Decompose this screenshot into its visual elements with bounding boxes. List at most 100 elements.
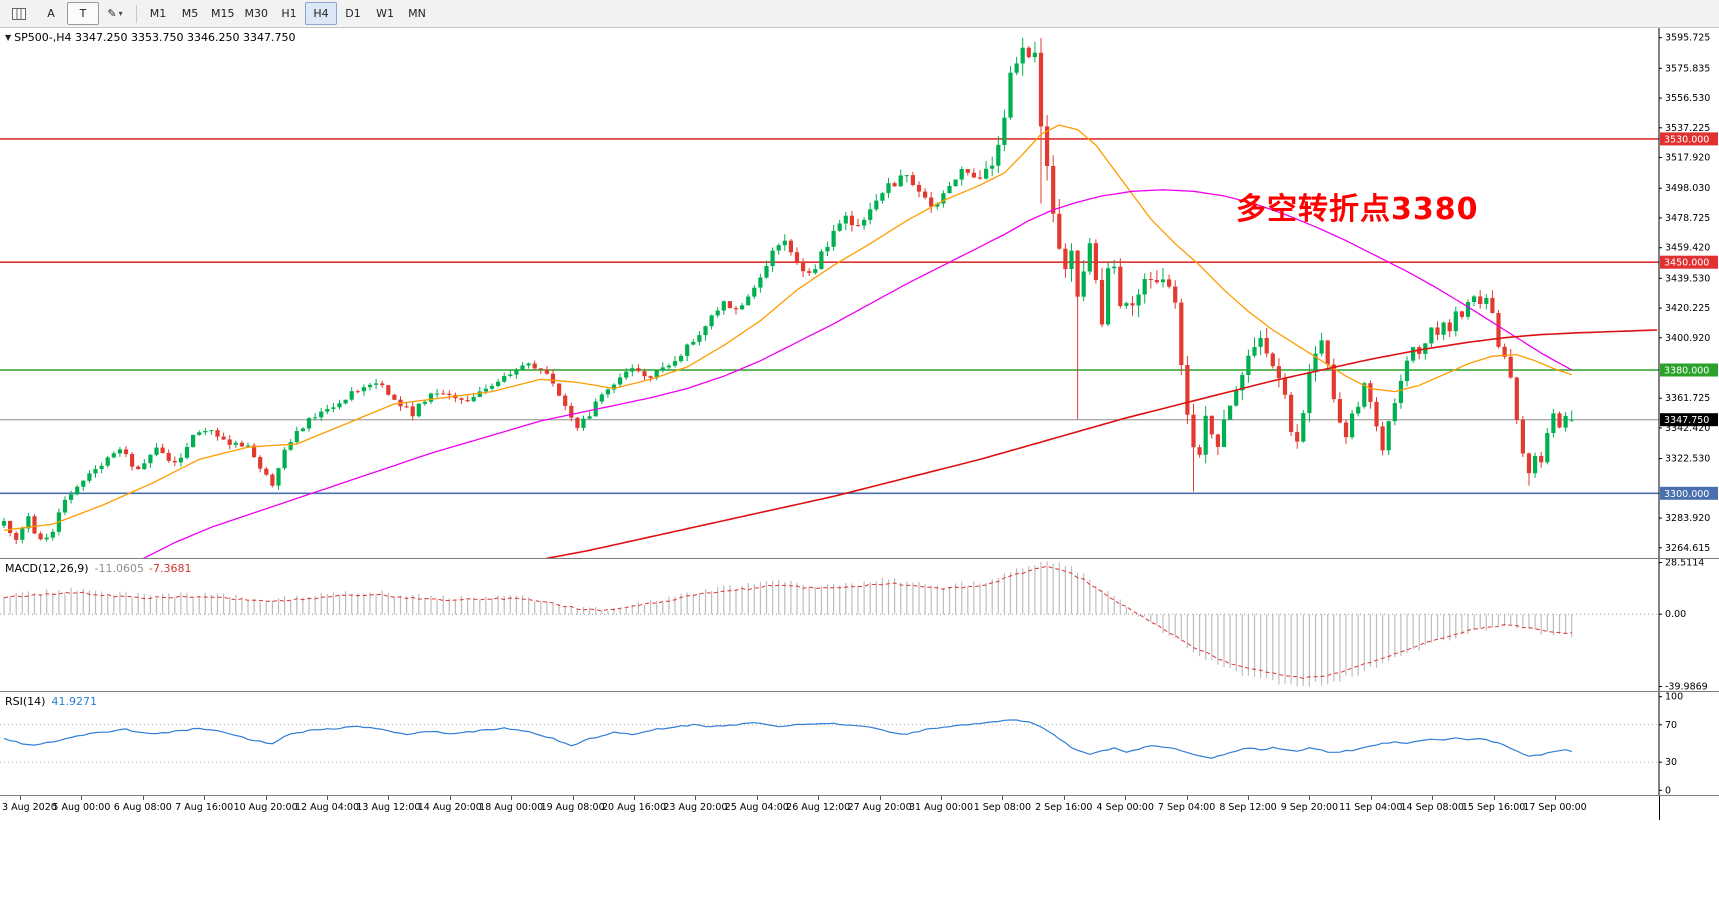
svg-text:3300.000: 3300.000 bbox=[1664, 489, 1709, 500]
time-axis-tick bbox=[327, 796, 328, 800]
time-axis-tick bbox=[1309, 796, 1311, 800]
svg-text:30: 30 bbox=[1665, 757, 1677, 768]
time-axis-tick bbox=[511, 796, 513, 800]
macd-panel[interactable]: 28.5114 0.00 -39.9869 MACD(12,26,9) -11.060… bbox=[0, 559, 1719, 692]
time-axis-tick bbox=[204, 796, 206, 800]
chart-annotation-text: 多空转折点3380 bbox=[1236, 192, 1479, 227]
svg-text:3478.725: 3478.725 bbox=[1665, 213, 1710, 224]
svg-text:0: 0 bbox=[1665, 785, 1671, 795]
time-axis-tick bbox=[20, 796, 21, 800]
time-axis-tick bbox=[81, 796, 83, 800]
time-axis-label: 19 Aug 08:00 bbox=[540, 802, 605, 813]
toolbar: A T ✎ ▾ M1 M5 M15 M30 H1 H4 D1 W1 MN bbox=[0, 0, 1719, 28]
time-axis-label: 13 Aug 12:00 bbox=[356, 802, 421, 813]
svg-text:3380.000: 3380.000 bbox=[1664, 366, 1709, 377]
macd-signal-value: -7.3681 bbox=[149, 562, 192, 575]
time-axis-label: 17 Sep 00:00 bbox=[1523, 802, 1587, 813]
rsi-label: RSI(14) 41.9271 bbox=[5, 695, 97, 708]
svg-text:3283.920: 3283.920 bbox=[1665, 513, 1710, 524]
time-axis-label: 26 Aug 12:00 bbox=[786, 802, 851, 813]
time-axis-label: 8 Sep 12:00 bbox=[1219, 802, 1277, 813]
time-axis-label: 20 Aug 16:00 bbox=[601, 802, 667, 813]
timeframe-button-H4[interactable]: H4 bbox=[305, 2, 337, 25]
timeframe-button-H1[interactable]: H1 bbox=[281, 7, 297, 20]
time-axis-label: 7 Aug 16:00 bbox=[175, 802, 234, 813]
arrow-mode-button[interactable]: A bbox=[47, 7, 55, 20]
svg-text:3439.530: 3439.530 bbox=[1665, 273, 1710, 284]
time-axis-tick bbox=[1493, 796, 1495, 800]
time-axis-label: 10 Aug 20:00 bbox=[233, 802, 298, 813]
time-axis-tick bbox=[388, 796, 390, 800]
draw-tool-button[interactable]: ✎ ▾ bbox=[99, 2, 131, 25]
toolbar-separator bbox=[136, 4, 137, 23]
text-tool-button[interactable]: T bbox=[67, 2, 99, 25]
time-axis-label: 3 Aug 2020 bbox=[2, 802, 57, 813]
svg-text:3517.920: 3517.920 bbox=[1665, 153, 1710, 164]
macd-canvas[interactable]: 28.5114 0.00 -39.9869 bbox=[0, 559, 1719, 691]
pencil-icon: ✎ bbox=[107, 7, 117, 20]
time-axis-tick bbox=[1002, 796, 1004, 800]
time-axis-tick bbox=[142, 796, 144, 800]
charts-grid-glyph bbox=[12, 7, 26, 20]
time-axis-tick bbox=[449, 796, 451, 800]
time-axis-label: 7 Sep 04:00 bbox=[1157, 802, 1216, 813]
macd-label: MACD(12,26,9) -11.0605 -7.3681 bbox=[5, 562, 191, 575]
time-axis-label: 11 Sep 04:00 bbox=[1339, 802, 1403, 813]
time-axis-label: 31 Aug 00:00 bbox=[908, 802, 974, 813]
rsi-canvas[interactable]: 100 70 30 0 bbox=[0, 692, 1719, 795]
charts-grid-icon[interactable] bbox=[3, 2, 35, 25]
svg-text:3537.225: 3537.225 bbox=[1665, 123, 1710, 134]
svg-text:100: 100 bbox=[1665, 692, 1683, 703]
time-axis-tick bbox=[572, 796, 574, 800]
chart-ohlc-values: 3347.250 3353.750 3346.250 3347.750 bbox=[75, 31, 296, 44]
timeframe-group: M1 M5 M15 M30 H1 H4 D1 W1 MN bbox=[142, 2, 433, 25]
time-axis-label: 9 Sep 20:00 bbox=[1280, 802, 1339, 813]
svg-text:3361.725: 3361.725 bbox=[1665, 393, 1710, 404]
time-axis-label: 2 Sep 16:00 bbox=[1035, 802, 1093, 813]
svg-text:3556.530: 3556.530 bbox=[1665, 93, 1710, 104]
timeframe-button-W1[interactable]: W1 bbox=[376, 7, 394, 20]
timeframe-button-M15[interactable]: M15 bbox=[211, 7, 235, 20]
rsi-indicator-name: RSI(14) bbox=[5, 695, 46, 708]
time-axis-tick bbox=[1125, 796, 1127, 800]
timeframe-button-M30[interactable]: M30 bbox=[244, 7, 269, 20]
time-axis-label: 14 Sep 08:00 bbox=[1400, 802, 1464, 813]
timeframe-button-M5[interactable]: M5 bbox=[181, 7, 199, 20]
time-axis-tick bbox=[1186, 796, 1188, 800]
time-axis-tick bbox=[818, 796, 820, 800]
rsi-panel[interactable]: 100 70 30 0 RSI(14) 41.9271 bbox=[0, 692, 1719, 796]
axis-corner-divider bbox=[1659, 796, 1660, 820]
timeframe-button-MN[interactable]: MN bbox=[408, 7, 426, 20]
chart-symbol-label: SP500-,H4 bbox=[14, 31, 72, 44]
svg-text:3342.420: 3342.420 bbox=[1665, 423, 1710, 434]
time-axis-tick bbox=[265, 796, 267, 800]
svg-text:70: 70 bbox=[1665, 720, 1677, 731]
macd-main-value: -11.0605 bbox=[94, 562, 145, 575]
time-axis-label: 5 Aug 00:00 bbox=[52, 802, 111, 813]
price-chart-panel[interactable]: 3595.725 3575.835 3556.530 3537.225 3517.920… bbox=[0, 28, 1719, 559]
time-axis-label: 23 Aug 20:00 bbox=[663, 802, 728, 813]
time-axis-label: 4 Sep 00:00 bbox=[1096, 802, 1154, 813]
time-axis-tick bbox=[1248, 796, 1249, 800]
svg-text:3459.420: 3459.420 bbox=[1665, 243, 1710, 254]
timeframe-button-M1[interactable]: M1 bbox=[149, 7, 167, 20]
svg-text:3595.725: 3595.725 bbox=[1665, 33, 1710, 44]
price-chart-canvas[interactable]: 3595.725 3575.835 3556.530 3537.225 3517.920… bbox=[0, 28, 1719, 558]
svg-text:-39.9869: -39.9869 bbox=[1665, 682, 1708, 692]
time-axis[interactable]: 3 Aug 2020 5 Aug 00:00 6 Aug 08:00 7 Aug 16… bbox=[0, 796, 1719, 820]
time-axis-tick bbox=[1555, 796, 1556, 800]
time-axis-label: 14 Aug 20:00 bbox=[417, 802, 482, 813]
time-axis-label: 6 Aug 08:00 bbox=[113, 802, 172, 813]
svg-text:0.00: 0.00 bbox=[1665, 609, 1686, 620]
svg-text:3575.835: 3575.835 bbox=[1665, 63, 1710, 74]
svg-text:3400.920: 3400.920 bbox=[1665, 333, 1710, 344]
svg-text:3322.530: 3322.530 bbox=[1665, 454, 1710, 465]
time-axis-tick bbox=[1370, 796, 1372, 800]
svg-text:3420.225: 3420.225 bbox=[1665, 303, 1710, 314]
svg-text:3530.000: 3530.000 bbox=[1664, 134, 1709, 145]
time-axis-label: 15 Sep 16:00 bbox=[1461, 802, 1526, 813]
timeframe-button-D1[interactable]: D1 bbox=[345, 7, 361, 20]
time-axis-tick bbox=[1432, 796, 1434, 800]
symbol-dropdown-icon[interactable]: ▼ bbox=[5, 33, 12, 42]
